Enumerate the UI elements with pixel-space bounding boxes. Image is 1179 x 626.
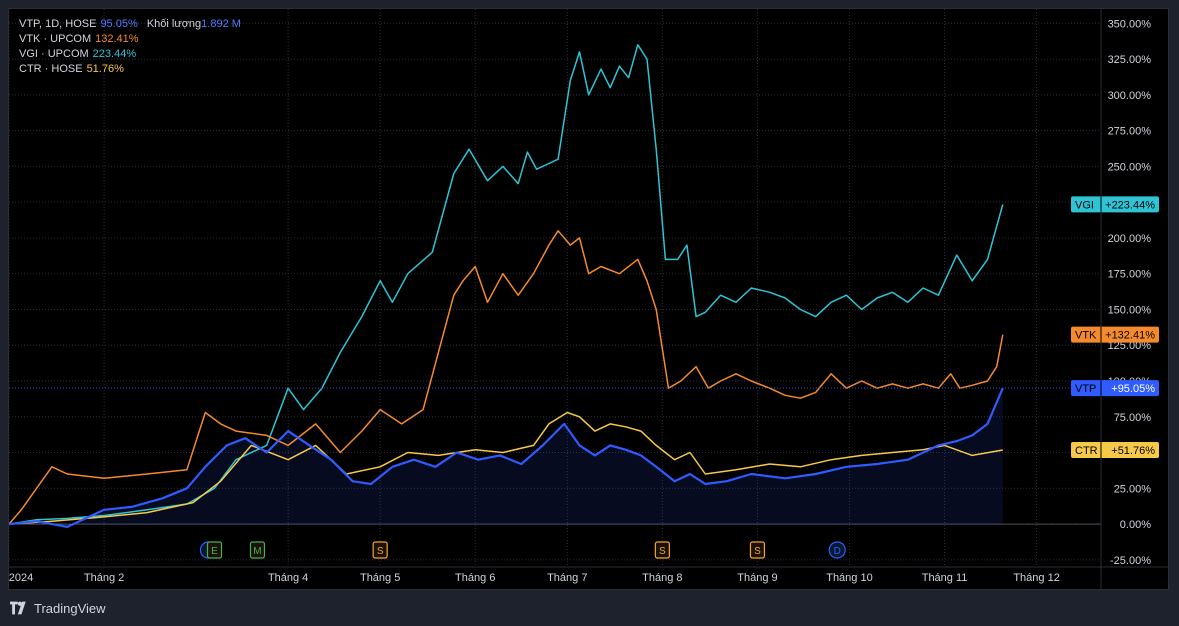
x-tick-label: Tháng 6 <box>455 572 495 584</box>
grid-lines <box>9 9 1168 589</box>
series-line-vtp[interactable] <box>9 387 1004 529</box>
chart-canvas[interactable]: E M S S S D 350.00% 325.00% 300.00% 275.00% 250.0… <box>9 9 1168 589</box>
x-tick-label: Tháng 8 <box>642 572 682 584</box>
legend-row-vtp[interactable]: VTP, 1D, HOSE 95.05% Khối lượng1.892 M <box>19 17 241 32</box>
x-tick-label: Tháng 7 <box>547 572 587 584</box>
x-tick-label: 2024 <box>9 572 33 584</box>
legend-value: 95.05% <box>100 18 138 30</box>
event-marker[interactable]: E <box>206 541 223 559</box>
y-tick-label: 150.00% <box>1108 304 1152 316</box>
y-tick-label: 25.00% <box>1114 483 1152 495</box>
event-marker-label: M <box>253 546 261 557</box>
x-tick-label: Tháng 9 <box>737 572 777 584</box>
badge-bg <box>1071 380 1159 397</box>
y-tick-label: 325.00% <box>1108 54 1152 66</box>
x-tick-label: Tháng 2 <box>84 572 124 584</box>
badge-series-name: VTP <box>1075 383 1096 395</box>
event-marker-label: D <box>834 546 841 557</box>
y-tick-label: 250.00% <box>1108 161 1152 173</box>
event-marker[interactable]: S <box>372 541 388 559</box>
legend-symbol: CTR · HOSE <box>19 63 83 75</box>
y-tick-label: 200.00% <box>1108 233 1152 245</box>
series-badge-vtp[interactable]: VTP +95.05% <box>1071 380 1159 397</box>
legend: VTP, 1D, HOSE 95.05% Khối lượng1.892 M VT… <box>19 17 241 77</box>
chart-frame[interactable]: E M S S S D 350.00% 325.00% 300.00% 275.00% 250.0… <box>8 8 1169 590</box>
event-marker-label: S <box>659 546 666 557</box>
series-badge-vgi[interactable]: VGI +223.44% <box>1071 196 1159 213</box>
legend-symbol: VTP, 1D, HOSE <box>19 18 97 30</box>
badge-value: +132.41% <box>1105 330 1155 342</box>
event-marker-shape <box>654 541 670 559</box>
y-tick-label: 75.00% <box>1114 412 1152 424</box>
legend-volume-label: Khối lượng <box>146 18 202 30</box>
event-marker-shape <box>828 541 846 559</box>
badge-bg <box>1071 196 1159 213</box>
legend-volume-value: 1.892 M <box>201 18 241 30</box>
badge-series-name: VGI <box>1075 199 1094 211</box>
event-marker-shape <box>206 541 223 559</box>
x-tick-label: Tháng 12 <box>1013 572 1059 584</box>
event-marker-label: E <box>211 546 218 557</box>
series-badge-ctr[interactable]: CTR +51.76% <box>1071 442 1159 459</box>
event-marker-shape <box>249 541 266 559</box>
badge-bg <box>1071 442 1159 459</box>
badge-value: +95.05% <box>1111 383 1155 395</box>
footer: TradingView <box>10 598 106 618</box>
badge-series-name: CTR <box>1075 445 1098 457</box>
event-marker-shape <box>372 541 388 559</box>
y-tick-label: -25.00% <box>1110 555 1151 567</box>
y-tick-label: 275.00% <box>1108 126 1152 138</box>
legend-row-ctr[interactable]: CTR · HOSE 51.76% <box>19 62 241 77</box>
x-tick-label: Tháng 5 <box>360 572 400 584</box>
series-lines <box>9 44 1101 529</box>
legend-row-vgi[interactable]: VGI · UPCOM 223.44% <box>19 47 241 62</box>
badge-series-name: VTK <box>1075 330 1097 342</box>
badge-bg <box>1071 326 1159 343</box>
legend-value: 223.44% <box>92 48 137 60</box>
x-tick-label: Tháng 10 <box>826 572 872 584</box>
y-tick-label: 300.00% <box>1108 90 1152 102</box>
legend-row-vtk[interactable]: VTK · UPCOM 132.41% <box>19 32 241 47</box>
vtp-area-fill <box>9 388 1003 527</box>
series-line-vgi[interactable] <box>9 44 1004 525</box>
legend-value: 132.41% <box>95 33 139 45</box>
x-tick-label: Tháng 4 <box>268 572 308 584</box>
event-marker[interactable]: M <box>249 541 266 559</box>
y-tick-label: 350.00% <box>1108 18 1152 30</box>
event-marker[interactable]: S <box>749 541 766 559</box>
event-marker[interactable]: S <box>654 541 670 559</box>
tradingview-logo-icon[interactable] <box>10 601 30 615</box>
badge-value: +51.76% <box>1111 445 1155 457</box>
event-marker-label: S <box>377 546 384 557</box>
legend-value: 51.76% <box>86 63 124 75</box>
y-tick-label: 175.00% <box>1108 269 1152 281</box>
y-tick-label: 0.00% <box>1120 519 1151 531</box>
x-tick-label: Tháng 11 <box>922 572 968 584</box>
event-marker-shape <box>749 541 766 559</box>
axis-labels: 350.00%325.00%300.00%275.00%250.00%225.0… <box>9 18 1159 584</box>
series-line-vtk[interactable] <box>9 230 1004 525</box>
y-tick-label: 125.00% <box>1108 340 1152 352</box>
legend-symbol: VGI · UPCOM <box>19 48 89 60</box>
series-badge-vtk[interactable]: VTK +132.41% <box>1071 326 1159 343</box>
badge-value: +223.44% <box>1105 199 1155 211</box>
event-marker-label: S <box>754 546 761 557</box>
tradingview-brand[interactable]: TradingView <box>34 600 106 616</box>
event-marker[interactable]: D <box>828 541 846 559</box>
series-line-ctr[interactable] <box>9 411 1003 525</box>
legend-symbol: VTK · UPCOM <box>19 33 92 45</box>
